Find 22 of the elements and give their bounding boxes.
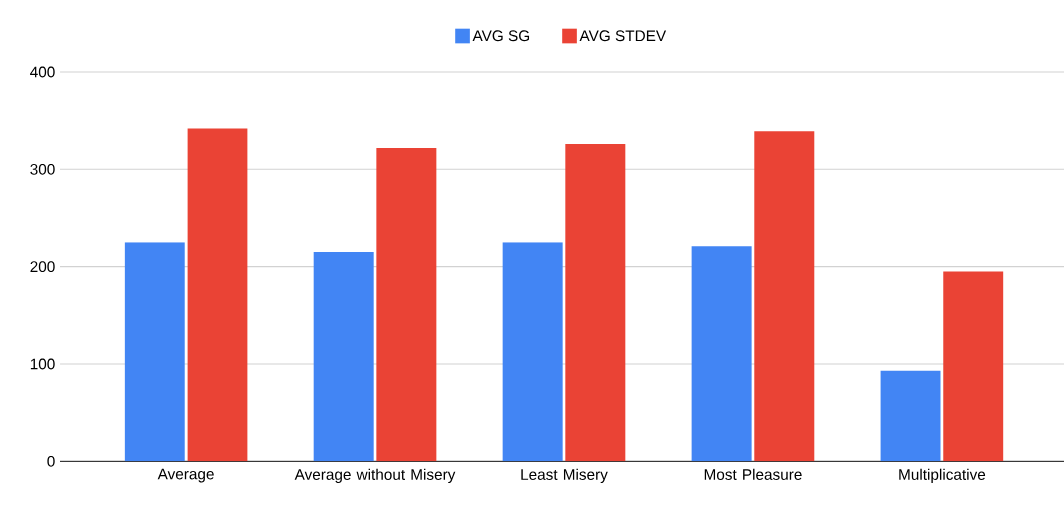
bar (376, 147, 437, 462)
legend-label: AVG SG (472, 30, 530, 42)
y-tick-label: 300 (30, 163, 55, 175)
y-tick-label: 0 (47, 455, 55, 467)
bar (565, 144, 626, 462)
x-tick-label: Most Pleasure (704, 468, 802, 480)
y-tick-label: 200 (30, 261, 55, 273)
x-tick-label: Average (157, 468, 214, 483)
bar (502, 242, 563, 462)
bar (754, 131, 815, 462)
y-tick-label: 100 (30, 358, 55, 370)
bar (943, 271, 1004, 462)
bar (187, 128, 248, 462)
x-tick-label: Average without Misery (294, 468, 456, 483)
bar (124, 242, 185, 462)
x-tick-label: Multiplicative (899, 468, 986, 483)
y-tick-label: 400 (30, 66, 55, 78)
bar (313, 252, 374, 462)
x-tick-label: Least Misery (521, 468, 608, 483)
bar (691, 246, 752, 462)
bar (880, 370, 941, 462)
legend-label: AVG STDEV (579, 30, 667, 42)
